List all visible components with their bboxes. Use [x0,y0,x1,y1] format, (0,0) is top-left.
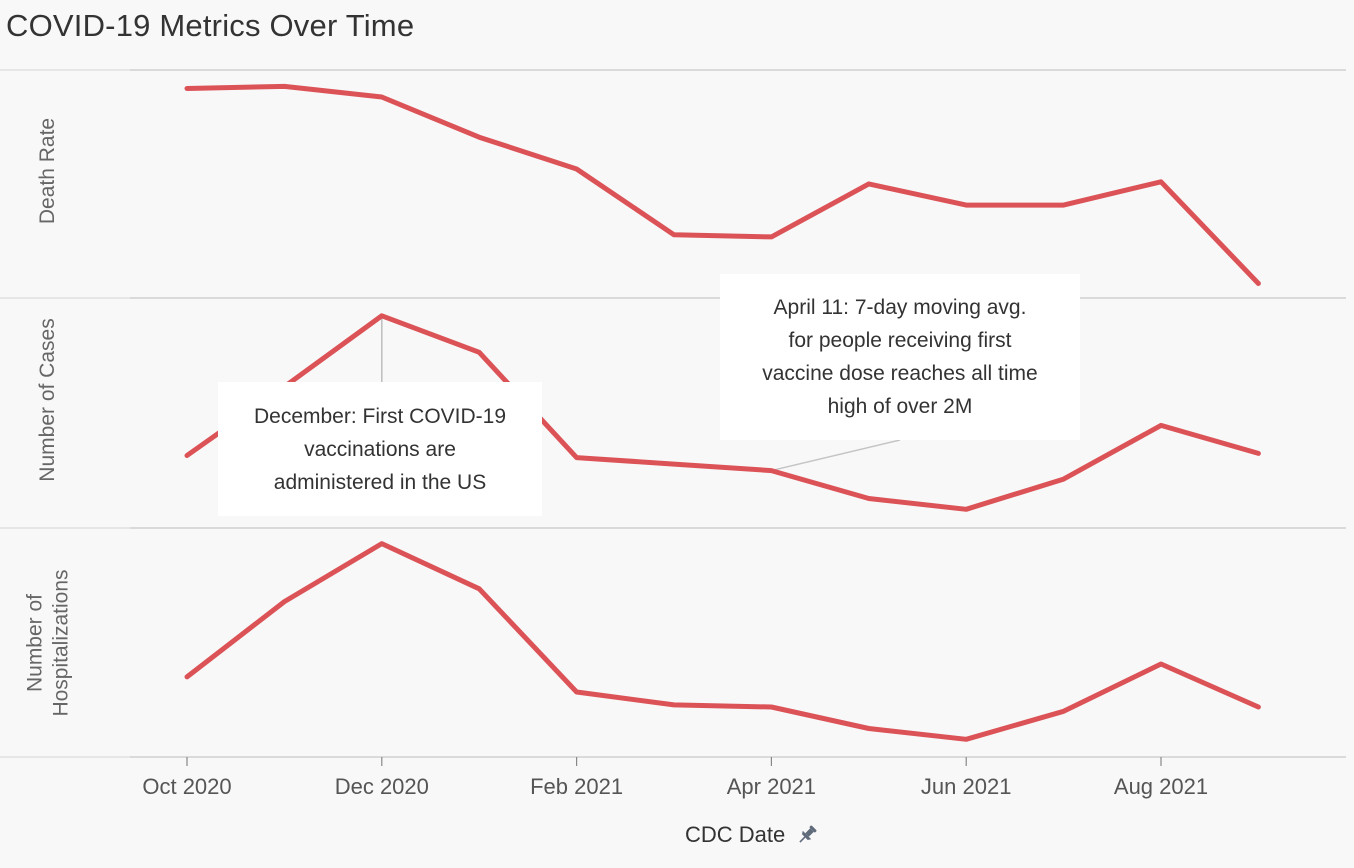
y-label-death-rate: Death Rate [36,117,59,225]
x-tick-label: Dec 2020 [334,774,429,799]
y-label-number-of-cases: Number of Cases [36,318,59,482]
annotation-leader [771,439,901,472]
annotation-december: December: First COVID-19 vaccinations ar… [218,382,542,516]
series-line-0 [184,83,1261,286]
x-tick-label: Aug 2021 [1113,774,1209,799]
annotation-april: April 11: 7-day moving avg. for people r… [720,274,1080,440]
y-label-number-of-hospitalizations: Number of Hospitalizations [23,568,72,717]
chart-title: COVID-19 Metrics Over Time [6,8,415,43]
series-lines [184,83,1261,742]
pane-dividers [0,69,1346,758]
x-axis-title-text: CDC Date [685,822,786,847]
x-tick-label: Jun 2021 [920,774,1012,799]
series-line-1 [184,313,1261,512]
x-axis-title: CDC Date [685,822,819,848]
annotation-leaders [381,315,901,472]
pin-icon[interactable] [795,823,819,847]
x-tick-label: Apr 2021 [726,774,817,799]
x-tick-label: Feb 2021 [530,774,624,799]
series-line-2 [184,541,1261,742]
x-tick-label: Oct 2020 [142,774,232,799]
x-axis-ticks [186,757,1162,766]
